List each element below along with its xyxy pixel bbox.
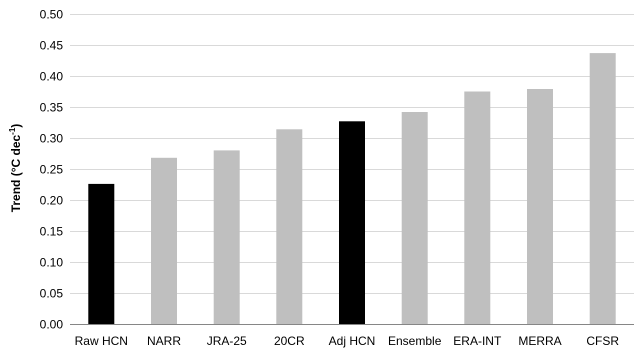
y-tick-label: 0.20 bbox=[40, 194, 64, 208]
x-tick-label: 20CR bbox=[274, 334, 305, 348]
bars bbox=[88, 53, 616, 324]
x-tick-label: JRA-25 bbox=[207, 334, 247, 348]
x-tick-label: NARR bbox=[147, 334, 181, 348]
bar bbox=[213, 150, 240, 324]
y-tick-label: 0.05 bbox=[40, 287, 64, 301]
y-tick-label: 0.00 bbox=[40, 318, 64, 332]
y-tick-label: 0.50 bbox=[40, 8, 64, 22]
y-tick-label: 0.25 bbox=[40, 163, 64, 177]
x-tick-label: CFSR bbox=[586, 334, 619, 348]
x-tick-label: Adj HCN bbox=[329, 334, 376, 348]
bar bbox=[589, 53, 616, 324]
bar bbox=[276, 129, 303, 324]
bar bbox=[88, 183, 115, 324]
x-tick-label: Ensemble bbox=[388, 334, 442, 348]
y-axis-title: Trend (°C dec-1) bbox=[8, 124, 23, 213]
bar bbox=[464, 91, 491, 324]
y-tick-label: 0.30 bbox=[40, 132, 64, 146]
y-tick-label: 0.40 bbox=[40, 70, 64, 84]
bar bbox=[151, 157, 177, 324]
x-axis-ticks: Raw HCN NARR JRA-25 20CR Adj HCN Ensemble ERA-… bbox=[75, 334, 620, 348]
y-tick-label: 0.35 bbox=[40, 101, 64, 115]
x-tick-label: MERRA bbox=[518, 334, 561, 348]
bar bbox=[339, 121, 365, 324]
x-tick-label: Raw HCN bbox=[75, 334, 128, 348]
bar bbox=[527, 89, 553, 324]
y-axis-title-close: ) bbox=[9, 124, 23, 128]
y-axis-ticks: 0.00 0.05 0.10 0.15 0.20 0.25 0.30 0.35 0.40 0.45… bbox=[40, 8, 64, 332]
bar bbox=[401, 112, 428, 324]
x-tick-label: ERA-INT bbox=[453, 334, 502, 348]
y-tick-label: 0.10 bbox=[40, 256, 64, 270]
y-axis-title-main: Trend (°C dec bbox=[9, 135, 23, 213]
y-axis-title-superscript: -1 bbox=[8, 127, 17, 135]
y-tick-label: 0.45 bbox=[40, 39, 64, 53]
y-tick-label: 0.15 bbox=[40, 225, 64, 239]
